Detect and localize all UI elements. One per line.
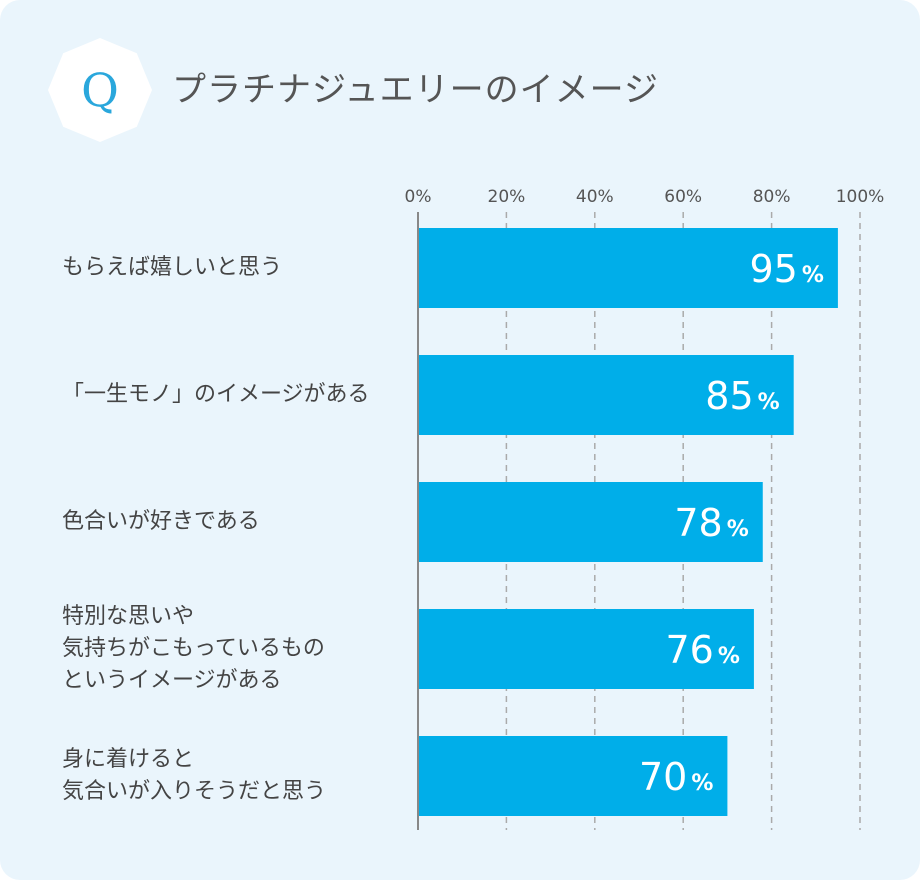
value-label-4: 76% — [666, 628, 740, 672]
value-label-1: 95% — [749, 247, 823, 291]
question-badge-letter: Q — [81, 63, 119, 117]
category-label-4: 特別な思いや 気持ちがこもっているもの というイメージがある — [62, 604, 325, 693]
value-label-2: 85% — [705, 374, 779, 418]
bars — [419, 228, 838, 816]
value-label-3: 78% — [674, 501, 748, 545]
bar-3 — [419, 482, 763, 562]
tick-label-20: 20% — [488, 187, 526, 207]
question-badge: Q — [48, 38, 152, 142]
tick-label-40: 40% — [576, 187, 614, 207]
tick-label-0: 0% — [405, 187, 432, 207]
bar-2 — [419, 355, 794, 435]
category-label-1: もらえば嬉しいと思う — [62, 255, 283, 280]
badge-octagon-shape — [48, 38, 152, 142]
bar-1 — [419, 228, 838, 308]
tick-label-100: 100% — [836, 187, 885, 207]
chart-title: プラチナジュエリーのイメージ — [172, 70, 659, 110]
tick-labels: 0% 20% 40% 60% 80% 100% — [405, 187, 885, 207]
data-labels: 95 % 85 % 78 % 76 % 70% — [639, 247, 824, 799]
category-label-5: 身に着けると 気合いが入りそうだと思う — [62, 747, 327, 804]
category-label-3: 色合いが好きである — [62, 509, 260, 534]
bar-5 — [419, 736, 728, 816]
bar-4 — [419, 609, 754, 689]
tick-label-60: 60% — [664, 187, 702, 207]
tick-label-80: 80% — [753, 187, 791, 207]
category-label-2: 「一生モノ」のイメージがある — [62, 382, 370, 407]
value-label-5: 70% — [639, 755, 713, 799]
